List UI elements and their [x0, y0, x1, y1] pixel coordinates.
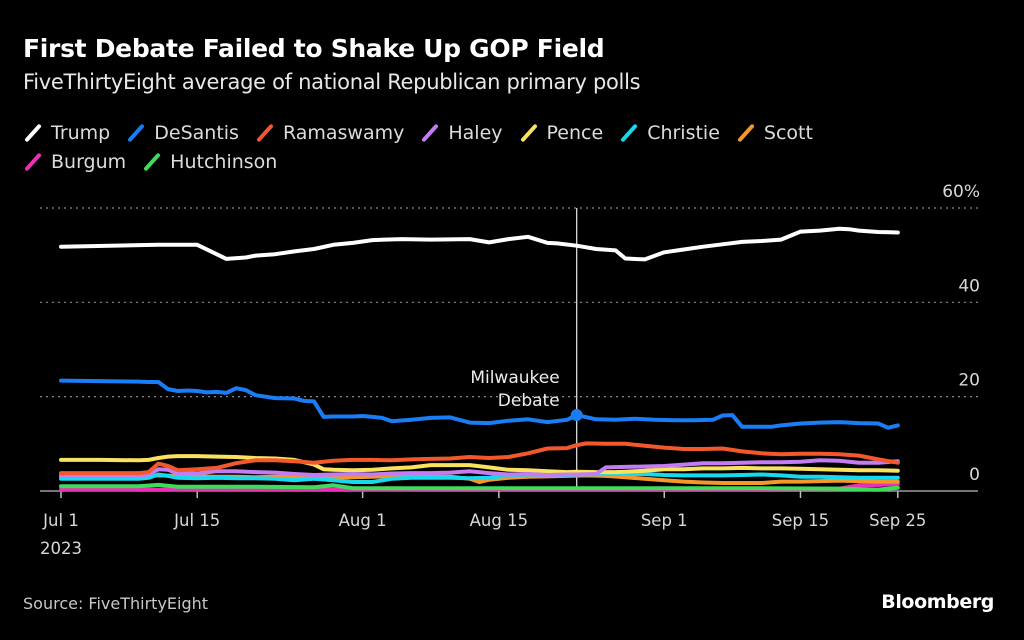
x-tick-label: Aug 15 — [470, 511, 528, 530]
x-tick-label: Sep 25 — [869, 511, 926, 530]
legend-row-2: Burgum Hutchinson — [23, 147, 923, 176]
legend-item-hutchinson: Hutchinson — [142, 148, 277, 176]
x-tick-sublabel: 2023 — [40, 539, 82, 558]
legend-label: Scott — [763, 121, 813, 144]
source-note: Source: FiveThirtyEight — [23, 594, 209, 613]
series-line-trump — [59, 226, 900, 262]
series-line-ramaswamy — [59, 441, 900, 476]
series-line-pence — [59, 454, 900, 475]
legend-item-haley: Haley — [420, 119, 503, 147]
x-axis: Jul 1 2023 Jul 15 Aug 1 Aug 15 Sep 1 Sep 15 Sep… — [40, 491, 926, 558]
series-line-desantis — [59, 378, 900, 430]
legend-item-pence: Pence — [519, 119, 604, 147]
x-tick-label: Jul 15 — [173, 511, 220, 530]
y-tick-label: 20 — [958, 371, 980, 391]
series-line-hutchinson — [59, 482, 900, 492]
legend-label: Pence — [546, 121, 604, 144]
annotation-label: Milwaukee — [470, 368, 559, 388]
legend-item-trump: Trump — [23, 119, 110, 147]
y-tick-label: 60% — [942, 182, 980, 202]
debate-marker-dot — [570, 409, 583, 422]
x-tick-label: Sep 1 — [641, 511, 688, 530]
legend-item-christie: Christie — [619, 119, 720, 147]
legend-label: Hutchinson — [170, 150, 278, 173]
debate-annotation: Milwaukee Debate — [470, 208, 578, 491]
legend-item-ramaswamy: Ramaswamy — [255, 119, 404, 147]
legend-label: Ramaswamy — [282, 121, 405, 144]
chart-title: First Debate Failed to Shake Up GOP Fiel… — [23, 34, 605, 63]
legend-item-burgum: Burgum — [23, 148, 126, 176]
y-tick-label: 40 — [958, 276, 980, 296]
gridlines — [40, 207, 978, 492]
annotation-label: Debate — [498, 391, 560, 411]
legend-label: Christie — [647, 121, 720, 144]
legend-item-scott: Scott — [736, 119, 813, 147]
series-lines — [59, 226, 900, 492]
debate-marker — [570, 409, 583, 422]
legend-item-desantis: DeSantis — [126, 119, 239, 147]
series-line-christie — [59, 472, 900, 484]
legend-label: Haley — [448, 121, 503, 144]
legend-row-1: Trump DeSantis Ramaswamy Haley Pence Chr… — [23, 118, 923, 147]
legend-label: DeSantis — [154, 121, 239, 144]
legend-label: Trump — [51, 121, 111, 144]
legend: Trump DeSantis Ramaswamy Haley Pence Chr… — [23, 118, 923, 176]
chart-subtitle: FiveThirtyEight average of national Repu… — [23, 70, 641, 94]
series-line-haley — [59, 458, 900, 478]
legend-label: Burgum — [51, 150, 127, 173]
x-tick-label: Aug 1 — [339, 511, 387, 530]
x-tick-label: Jul 1 — [42, 511, 79, 530]
y-tick-label: 0 — [969, 465, 980, 485]
x-tick-label: Sep 15 — [772, 511, 829, 530]
bloomberg-logo: Bloomberg — [881, 591, 994, 613]
y-axis-labels: 0 20 40 60% — [942, 182, 980, 485]
